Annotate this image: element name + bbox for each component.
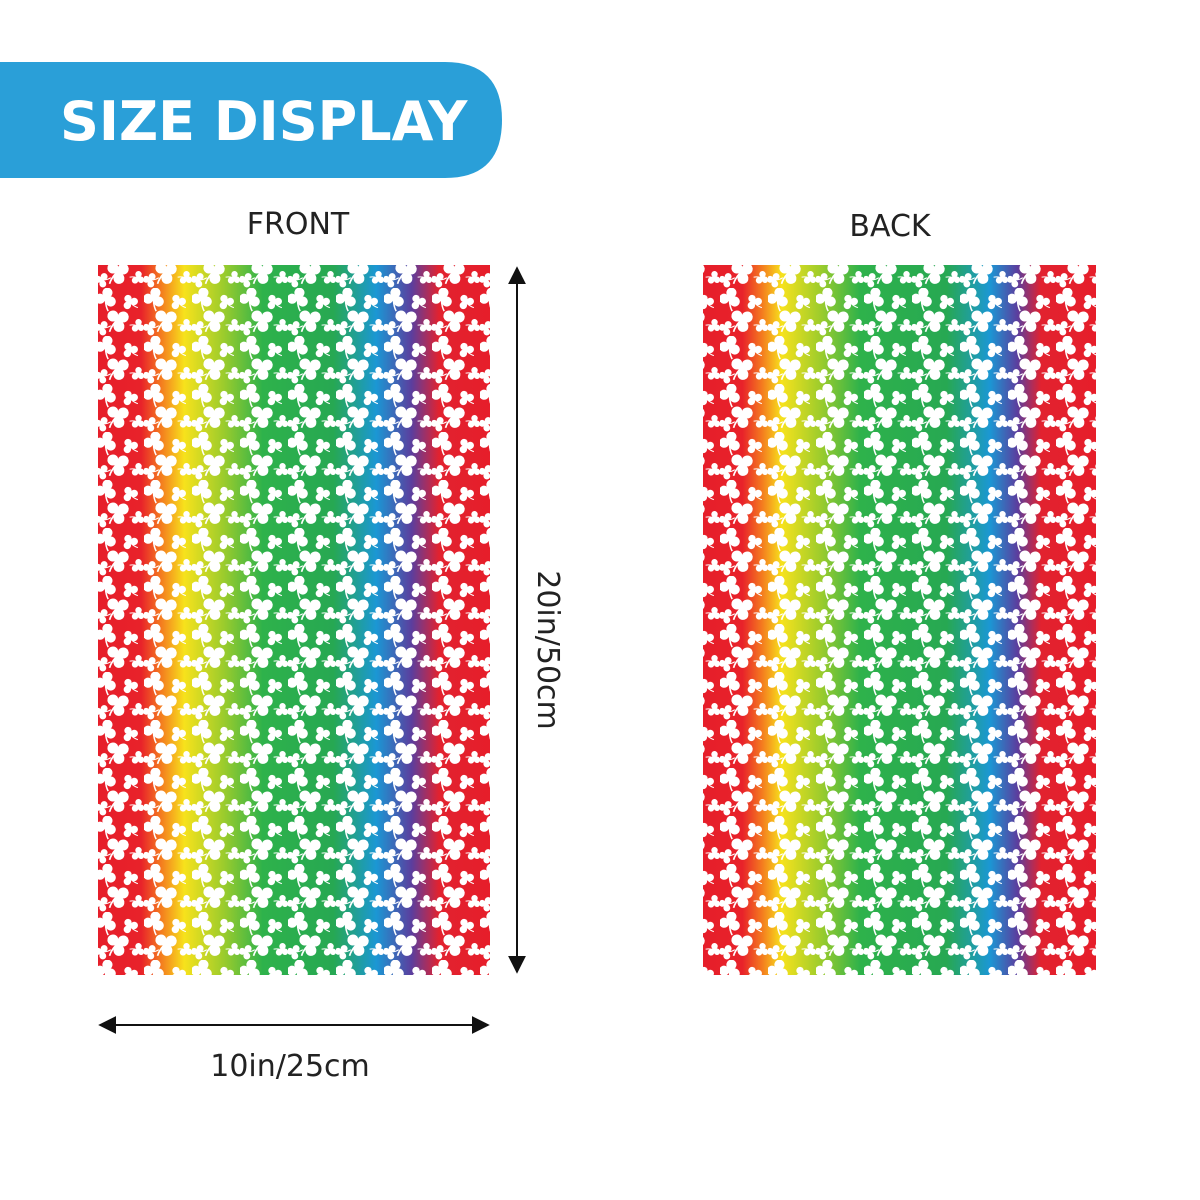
width-label: 10in/25cm [210, 1049, 370, 1084]
title-banner [0, 62, 502, 178]
back-label: BACK [849, 209, 932, 244]
front-label: FRONT [247, 207, 350, 242]
title: SIZE DISPLAY [60, 90, 468, 153]
back-panel [703, 265, 1096, 975]
front-panel [98, 265, 490, 975]
height-label: 20in/50cm [530, 570, 565, 730]
